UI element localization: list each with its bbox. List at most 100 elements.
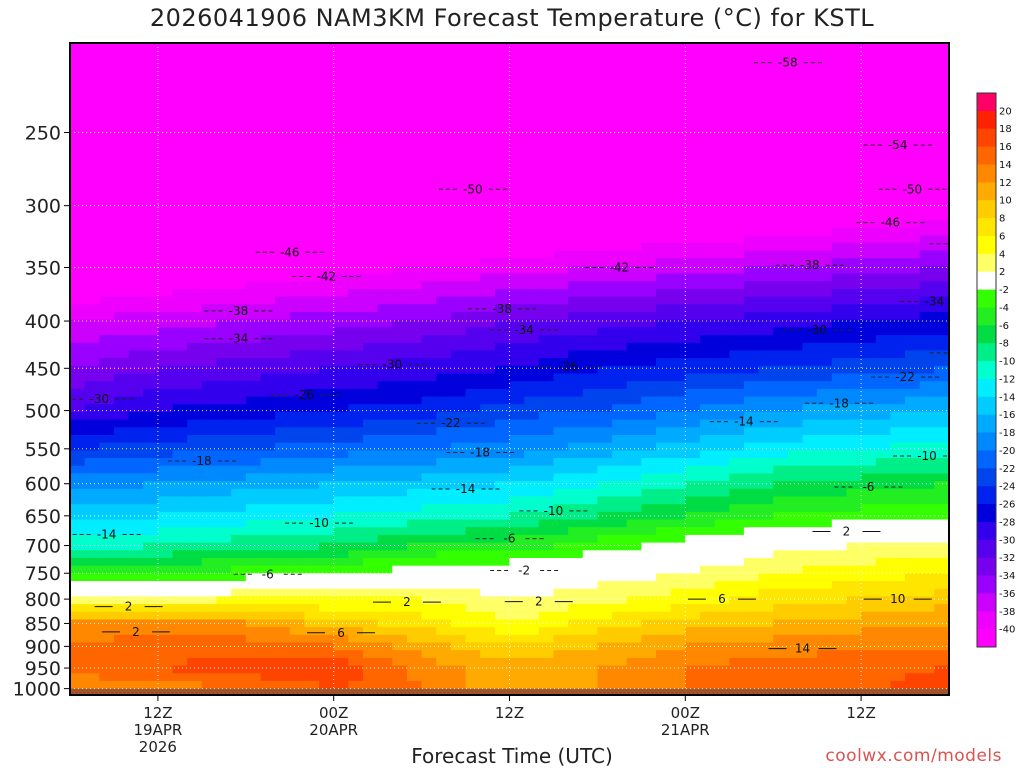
heatmap-cell bbox=[890, 673, 906, 682]
heatmap-cell bbox=[787, 534, 804, 544]
heatmap-cell bbox=[157, 135, 174, 144]
heatmap-cell bbox=[421, 50, 437, 59]
heatmap-cell bbox=[919, 427, 935, 436]
heatmap-cell bbox=[758, 673, 774, 682]
heatmap-cell bbox=[846, 365, 862, 375]
heatmap-cell bbox=[363, 627, 379, 636]
heatmap-cell bbox=[143, 43, 159, 52]
heatmap-cell bbox=[831, 381, 847, 390]
heatmap-cell bbox=[245, 150, 262, 159]
heatmap-cell bbox=[128, 473, 144, 482]
heatmap-cell bbox=[700, 189, 716, 198]
heatmap-cell bbox=[348, 296, 364, 305]
heatmap-cell bbox=[480, 43, 496, 52]
heatmap-cell bbox=[568, 81, 584, 90]
heatmap-cell bbox=[407, 142, 423, 152]
heatmap-cell bbox=[143, 304, 159, 313]
heatmap-cell bbox=[905, 365, 921, 375]
heatmap-cell bbox=[758, 573, 774, 582]
heatmap-cell bbox=[641, 465, 657, 474]
heatmap-cell bbox=[641, 281, 657, 290]
heatmap-cell bbox=[289, 657, 305, 667]
heatmap-cell bbox=[875, 488, 891, 498]
heatmap-cell bbox=[919, 89, 935, 98]
heatmap-cell bbox=[363, 573, 379, 582]
heatmap-cell bbox=[333, 350, 349, 359]
heatmap-cell bbox=[231, 358, 247, 367]
heatmap-cell bbox=[494, 373, 511, 382]
heatmap-cell bbox=[114, 50, 130, 59]
heatmap-cell bbox=[480, 281, 496, 290]
heatmap-cell bbox=[919, 411, 935, 421]
heatmap-cell bbox=[685, 611, 701, 621]
heatmap-cell bbox=[114, 481, 130, 490]
heatmap-cell bbox=[817, 358, 833, 367]
heatmap-cell bbox=[582, 181, 598, 190]
heatmap-cell bbox=[304, 665, 320, 674]
heatmap-cell bbox=[187, 289, 203, 298]
heatmap-cell bbox=[875, 342, 891, 352]
heatmap-cell bbox=[509, 158, 525, 167]
heatmap-cell bbox=[245, 488, 262, 498]
heatmap-cell bbox=[128, 173, 144, 182]
heatmap-cell bbox=[304, 435, 320, 444]
heatmap-cell bbox=[553, 634, 569, 644]
heatmap-cell bbox=[304, 519, 320, 528]
heatmap-cell bbox=[831, 135, 847, 144]
heatmap-cell bbox=[450, 534, 467, 544]
heatmap-cell bbox=[84, 304, 100, 313]
heatmap-cell bbox=[919, 312, 935, 321]
heatmap-cell bbox=[524, 404, 540, 413]
heatmap-cell bbox=[538, 650, 555, 659]
heatmap-cell bbox=[685, 396, 701, 405]
heatmap-cell bbox=[377, 358, 393, 367]
heatmap-cell bbox=[641, 419, 657, 428]
heatmap-cell bbox=[99, 189, 115, 198]
heatmap-cell bbox=[143, 312, 159, 321]
heatmap-cell bbox=[524, 66, 540, 75]
heatmap-cell bbox=[201, 304, 218, 313]
heatmap-cell bbox=[407, 458, 423, 467]
heatmap-cell bbox=[260, 296, 276, 305]
heatmap-cell bbox=[114, 511, 130, 521]
heatmap-cell bbox=[319, 104, 335, 113]
heatmap-cell bbox=[260, 435, 276, 444]
heatmap-cell bbox=[656, 358, 672, 367]
heatmap-cell bbox=[348, 104, 364, 113]
heatmap-cell bbox=[729, 504, 745, 513]
heatmap-cell bbox=[582, 296, 598, 305]
heatmap-cell bbox=[700, 335, 716, 344]
heatmap-cell bbox=[407, 358, 423, 367]
heatmap-cell bbox=[128, 596, 144, 605]
heatmap-cell bbox=[289, 58, 305, 67]
heatmap-cell bbox=[245, 58, 262, 67]
heatmap-cell bbox=[597, 96, 613, 106]
heatmap-cell bbox=[729, 89, 745, 98]
heatmap-cell bbox=[875, 581, 891, 590]
heatmap-cell bbox=[934, 273, 949, 282]
heatmap-cell bbox=[480, 527, 496, 536]
heatmap-cell bbox=[846, 496, 862, 505]
heatmap-cell bbox=[392, 212, 408, 221]
heatmap-cell bbox=[890, 43, 906, 52]
heatmap-cell bbox=[626, 227, 642, 236]
heatmap-cell bbox=[831, 680, 847, 690]
heatmap-cell bbox=[289, 442, 305, 451]
heatmap-cell bbox=[363, 519, 379, 528]
heatmap-cell bbox=[304, 404, 320, 413]
heatmap-cell bbox=[890, 558, 906, 567]
heatmap-cell bbox=[494, 419, 511, 428]
heatmap-cell bbox=[685, 327, 701, 336]
heatmap-cell bbox=[201, 534, 218, 544]
heatmap-cell bbox=[700, 542, 716, 551]
heatmap-cell bbox=[743, 411, 760, 421]
heatmap-cell bbox=[538, 296, 555, 305]
heatmap-cell bbox=[289, 119, 305, 129]
heatmap-cell bbox=[260, 250, 276, 259]
heatmap-cell bbox=[670, 312, 686, 321]
heatmap-cell bbox=[758, 104, 774, 113]
heatmap-cell bbox=[817, 135, 833, 144]
heatmap-cell bbox=[289, 381, 305, 390]
heatmap-cell bbox=[714, 242, 730, 252]
heatmap-cell bbox=[480, 642, 496, 651]
